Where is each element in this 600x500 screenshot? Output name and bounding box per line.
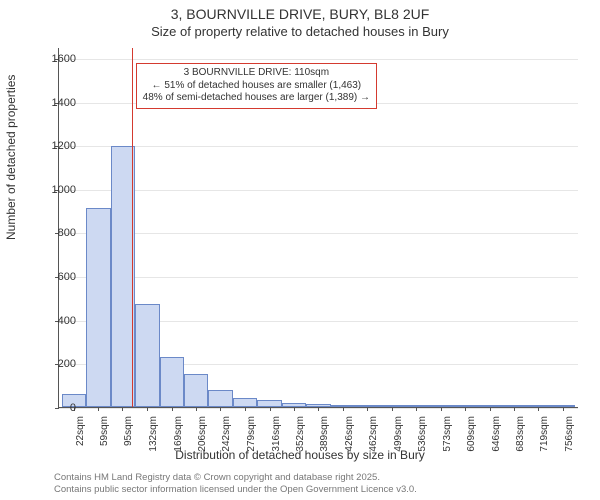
xtick-label: 352sqm	[295, 416, 306, 456]
histogram-bar	[86, 208, 110, 407]
property-marker-line	[132, 48, 133, 407]
xtick-label: 756sqm	[564, 416, 575, 456]
xtick-label: 573sqm	[442, 416, 453, 456]
xtick-mark	[318, 407, 319, 411]
xtick-mark	[416, 407, 417, 411]
gridline	[59, 233, 578, 234]
xtick-label: 316sqm	[271, 416, 282, 456]
chart-title-sub: Size of property relative to detached ho…	[0, 24, 600, 39]
xtick-label: 536sqm	[417, 416, 428, 456]
xtick-label: 609sqm	[466, 416, 477, 456]
xtick-mark	[98, 407, 99, 411]
xtick-mark	[294, 407, 295, 411]
annotation-box: 3 BOURNVILLE DRIVE: 110sqm← 51% of detac…	[136, 63, 377, 109]
xtick-label: 683sqm	[515, 416, 526, 456]
xtick-label: 132sqm	[148, 416, 159, 456]
gridline	[59, 59, 578, 60]
xtick-mark	[343, 407, 344, 411]
ytick-label: 1600	[36, 53, 76, 65]
xtick-label: 499sqm	[393, 416, 404, 456]
xtick-mark	[392, 407, 393, 411]
gridline	[59, 190, 578, 191]
xtick-mark	[514, 407, 515, 411]
attribution-line-2: Contains public sector information licen…	[54, 484, 417, 496]
xtick-mark	[147, 407, 148, 411]
xtick-mark	[367, 407, 368, 411]
ytick-label: 400	[36, 315, 76, 327]
histogram-bar	[233, 398, 257, 407]
annotation-line: 3 BOURNVILLE DRIVE: 110sqm	[143, 67, 370, 80]
attribution-line-1: Contains HM Land Registry data © Crown c…	[54, 472, 417, 484]
annotation-line: ← 51% of detached houses are smaller (1,…	[143, 80, 370, 93]
xtick-label: 169sqm	[173, 416, 184, 456]
ytick-label: 1400	[36, 97, 76, 109]
xtick-mark	[172, 407, 173, 411]
xtick-label: 389sqm	[319, 416, 330, 456]
chart-title-main: 3, BOURNVILLE DRIVE, BURY, BL8 2UF	[0, 6, 600, 22]
histogram-bar	[184, 374, 208, 407]
chart-container: 3, BOURNVILLE DRIVE, BURY, BL8 2UF Size …	[0, 0, 600, 500]
xtick-mark	[563, 407, 564, 411]
xtick-label: 719sqm	[539, 416, 550, 456]
xtick-label: 59sqm	[99, 416, 110, 456]
y-axis-label: Number of detached properties	[4, 75, 18, 240]
xtick-label: 646sqm	[491, 416, 502, 456]
gridline	[59, 277, 578, 278]
xtick-mark	[465, 407, 466, 411]
ytick-label: 600	[36, 271, 76, 283]
xtick-label: 279sqm	[246, 416, 257, 456]
xtick-mark	[490, 407, 491, 411]
xtick-mark	[220, 407, 221, 411]
xtick-mark	[538, 407, 539, 411]
ytick-label: 200	[36, 358, 76, 370]
xtick-label: 95sqm	[123, 416, 134, 456]
xtick-label: 206sqm	[197, 416, 208, 456]
xtick-mark	[196, 407, 197, 411]
xtick-mark	[270, 407, 271, 411]
xtick-label: 426sqm	[344, 416, 355, 456]
ytick-label: 1000	[36, 184, 76, 196]
xtick-label: 462sqm	[368, 416, 379, 456]
plot-area: 3 BOURNVILLE DRIVE: 110sqm← 51% of detac…	[58, 48, 578, 408]
histogram-bar	[135, 304, 159, 407]
gridline	[59, 146, 578, 147]
xtick-label: 242sqm	[221, 416, 232, 456]
xtick-mark	[122, 407, 123, 411]
xtick-mark	[245, 407, 246, 411]
xtick-label: 22sqm	[75, 416, 86, 456]
histogram-bar	[208, 390, 232, 407]
histogram-bar	[160, 357, 184, 407]
attribution-text: Contains HM Land Registry data © Crown c…	[54, 472, 417, 496]
annotation-line: 48% of semi-detached houses are larger (…	[143, 92, 370, 105]
ytick-label: 1200	[36, 140, 76, 152]
xtick-mark	[441, 407, 442, 411]
ytick-label: 0	[36, 402, 76, 414]
ytick-label: 800	[36, 227, 76, 239]
